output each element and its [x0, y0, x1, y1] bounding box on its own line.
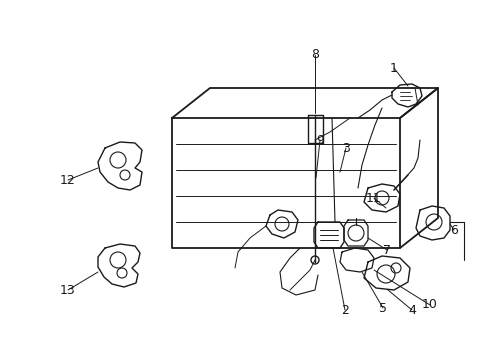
Text: 8: 8 [310, 49, 318, 62]
Text: 2: 2 [340, 303, 348, 316]
Text: 5: 5 [378, 302, 386, 315]
Text: 6: 6 [449, 224, 457, 237]
Text: 4: 4 [407, 303, 415, 316]
Text: 10: 10 [421, 298, 437, 311]
Text: 11: 11 [366, 192, 381, 204]
Text: 3: 3 [342, 141, 349, 154]
Text: 9: 9 [315, 134, 323, 147]
Text: 12: 12 [60, 174, 76, 186]
Text: 1: 1 [389, 62, 397, 75]
Text: 13: 13 [60, 284, 76, 297]
Text: 7: 7 [382, 243, 390, 256]
